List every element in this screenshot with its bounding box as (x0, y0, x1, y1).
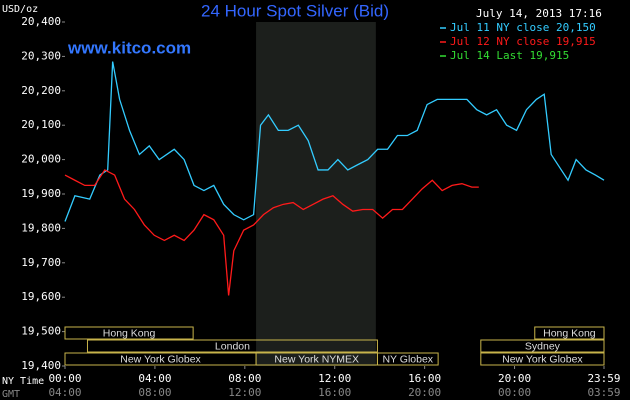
watermark: www.kitco.com (67, 38, 191, 57)
session-box (376, 352, 439, 366)
session-label: London (215, 340, 250, 352)
y-tick-label: 19,400 (21, 359, 61, 372)
session-label: Sydney (525, 340, 561, 352)
y-axis-label: USD/oz (2, 4, 38, 15)
timestamp: July 14, 2013 17:16 (476, 7, 602, 20)
price-line (64, 61, 605, 222)
gmt-tick-label: 00:00 (498, 386, 531, 399)
session-label: Hong Kong (103, 327, 156, 339)
gmt-tick-label: 04:00 (48, 386, 81, 399)
session-box (480, 352, 605, 366)
y-tick-label: 19,800 (21, 221, 61, 234)
x-tick-label: 00:00 (48, 372, 81, 385)
y-tick-label: 19,900 (21, 187, 61, 200)
session-label: Hong Kong (543, 327, 596, 339)
x-tick-label: 20:00 (498, 372, 531, 385)
x-row-label: NY Time (2, 376, 44, 387)
session-label: New York Globex (120, 353, 201, 365)
x-row-label: GMT (2, 389, 20, 400)
legend-label: Jul 14 Last 19,915 (450, 49, 569, 62)
x-tick-label: 16:00 (408, 372, 441, 385)
price-line (64, 169, 479, 296)
y-tick-label: 20,000 (21, 153, 61, 166)
x-tick-label: 23:59 (587, 372, 620, 385)
legend-label: Jul 12 NY close 19,915 (450, 35, 596, 48)
x-tick-label: 04:00 (138, 372, 171, 385)
session-box (64, 326, 194, 340)
session-label: New York NYMEX (274, 353, 359, 365)
session-box (480, 339, 605, 353)
session-label: NY Globex (382, 353, 433, 365)
y-tick-label: 19,600 (21, 290, 61, 303)
chart-title: 24 Hour Spot Silver (Bid) (201, 1, 389, 20)
x-tick-label: 08:00 (228, 372, 261, 385)
y-tick-label: 19,700 (21, 256, 61, 269)
y-tick-label: 20,100 (21, 118, 61, 131)
gmt-tick-label: 12:00 (228, 386, 261, 399)
gmt-tick-label: 16:00 (318, 386, 351, 399)
gmt-tick-label: 20:00 (408, 386, 441, 399)
session-label: New York Globex (502, 353, 583, 365)
y-tick-label: 20,400 (21, 15, 61, 28)
legend-label: Jul 11 NY close 20,150 (450, 21, 596, 34)
y-tick-label: 20,200 (21, 84, 61, 97)
session-box (534, 326, 605, 340)
session-highlight (256, 22, 376, 366)
y-tick-label: 20,300 (21, 49, 61, 62)
y-tick-label: 19,500 (21, 325, 61, 338)
x-tick-label: 12:00 (318, 372, 351, 385)
session-box (86, 339, 378, 353)
gmt-tick-label: 08:00 (138, 386, 171, 399)
gmt-tick-label: 03:59 (587, 386, 620, 399)
